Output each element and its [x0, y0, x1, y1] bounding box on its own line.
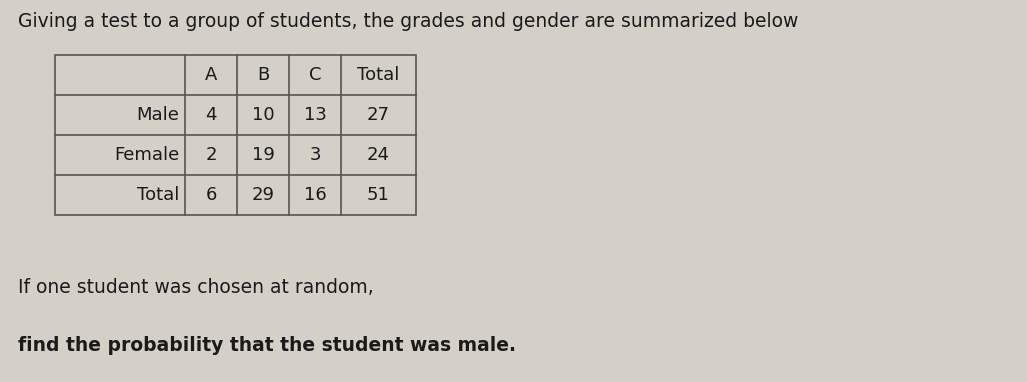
- Text: Male: Male: [137, 106, 179, 124]
- Text: A: A: [204, 66, 217, 84]
- Text: Total: Total: [357, 66, 400, 84]
- Text: If one student was chosen at random,: If one student was chosen at random,: [18, 278, 374, 297]
- Text: 24: 24: [367, 146, 390, 164]
- Text: 27: 27: [367, 106, 390, 124]
- Text: 10: 10: [252, 106, 274, 124]
- Text: 29: 29: [252, 186, 274, 204]
- Text: 19: 19: [252, 146, 274, 164]
- Text: 6: 6: [205, 186, 217, 204]
- Text: 16: 16: [304, 186, 327, 204]
- Text: Giving a test to a group of students, the grades and gender are summarized below: Giving a test to a group of students, th…: [18, 12, 798, 31]
- Text: Female: Female: [114, 146, 179, 164]
- Text: 2: 2: [205, 146, 217, 164]
- Text: find the probability that the student was male.: find the probability that the student wa…: [18, 336, 516, 355]
- Text: 4: 4: [205, 106, 217, 124]
- Text: 3: 3: [309, 146, 320, 164]
- Text: C: C: [309, 66, 321, 84]
- Text: Total: Total: [137, 186, 179, 204]
- Text: 51: 51: [367, 186, 390, 204]
- Bar: [55, 55, 416, 215]
- Text: 13: 13: [304, 106, 327, 124]
- Text: B: B: [257, 66, 269, 84]
